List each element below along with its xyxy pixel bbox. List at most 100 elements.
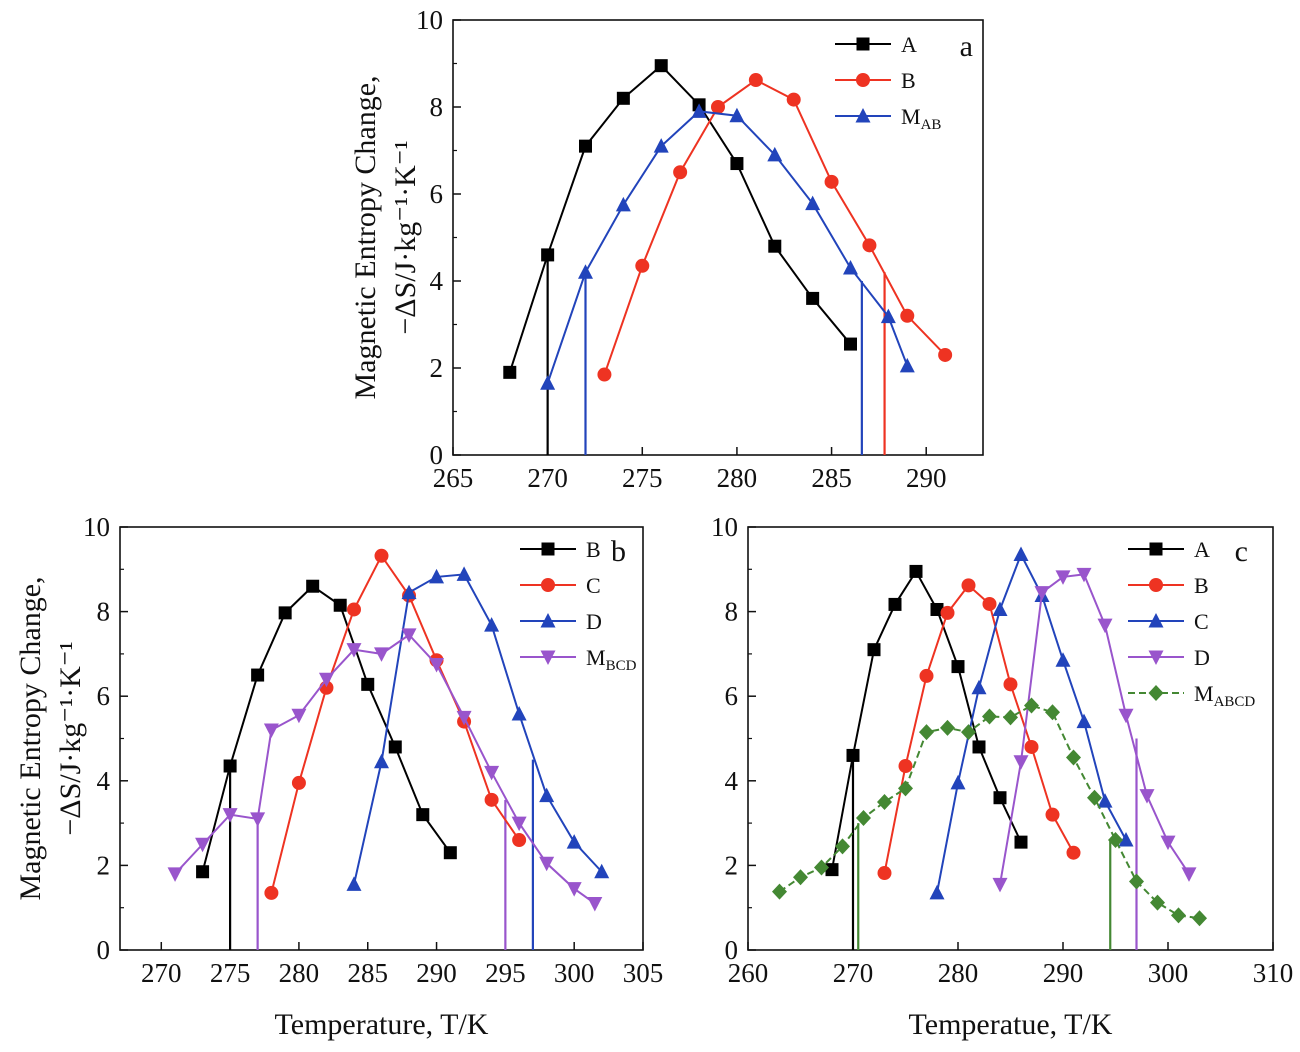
data-point — [806, 291, 820, 305]
legend-marker — [1149, 542, 1163, 556]
data-point — [814, 859, 829, 876]
series-B — [196, 579, 457, 879]
data-point — [346, 602, 361, 617]
data-point — [940, 605, 955, 620]
x-tick-label: 285 — [811, 463, 852, 493]
x-tick-label: 290 — [906, 463, 947, 493]
data-point — [950, 774, 966, 790]
data-point — [793, 869, 808, 886]
data-point — [1087, 789, 1102, 806]
data-point — [940, 719, 955, 736]
x-tick-label: 260 — [728, 958, 769, 988]
data-point — [1097, 793, 1113, 808]
legend-marker — [1148, 685, 1164, 701]
data-point — [443, 846, 457, 860]
y-tick-label: 4 — [725, 766, 739, 796]
legend-entry: B — [835, 68, 916, 93]
data-point — [1024, 739, 1039, 754]
data-point — [909, 564, 923, 578]
y-axis-title: Magnetic Entropy Change, — [349, 75, 382, 399]
data-point — [1013, 755, 1029, 770]
data-point — [578, 264, 593, 279]
series-line — [201, 584, 452, 872]
data-point — [587, 896, 603, 912]
data-point — [222, 808, 238, 823]
data-point — [900, 308, 915, 323]
x-tick-label: 295 — [485, 958, 526, 988]
data-point — [346, 876, 362, 891]
data-point — [961, 578, 976, 593]
data-point — [1150, 894, 1165, 911]
data-point — [196, 865, 210, 879]
data-point — [541, 248, 555, 262]
y-tick-label: 2 — [97, 850, 111, 880]
legend-label: MABCD — [1194, 681, 1255, 710]
panel-tag: c — [1235, 535, 1248, 568]
data-point — [401, 628, 417, 643]
data-point — [539, 787, 555, 803]
y-tick-label: 4 — [97, 766, 111, 796]
data-point — [1024, 697, 1039, 714]
series-C — [929, 546, 1134, 900]
series-line — [508, 64, 852, 373]
series-line — [778, 704, 1200, 920]
data-point — [484, 617, 500, 632]
y-tick-label: 6 — [725, 681, 739, 711]
data-point — [333, 598, 347, 612]
data-point — [1055, 652, 1071, 667]
data-point — [929, 884, 945, 900]
data-point — [930, 602, 944, 616]
data-point — [597, 367, 612, 382]
data-point — [566, 834, 582, 849]
data-point — [484, 765, 500, 781]
data-point — [456, 566, 472, 581]
legend-entry: C — [1128, 609, 1209, 634]
data-point — [1045, 704, 1060, 721]
data-point — [767, 146, 783, 162]
data-point — [374, 753, 389, 769]
data-point — [846, 748, 860, 762]
data-point — [938, 347, 953, 362]
data-point — [993, 791, 1007, 805]
x-tick-label: 275 — [210, 958, 251, 988]
legend-marker — [856, 73, 870, 87]
legend-entry: MAB — [835, 104, 941, 133]
data-point — [748, 73, 763, 88]
data-point — [503, 365, 517, 379]
x-tick-label: 270 — [833, 958, 874, 988]
x-tick-label: 280 — [279, 958, 320, 988]
legend-label: MBCD — [586, 645, 637, 674]
data-point — [844, 337, 857, 351]
legend-label: A — [901, 32, 917, 57]
x-tick-label: 290 — [1043, 958, 1084, 988]
data-point — [961, 724, 976, 741]
data-point — [540, 375, 556, 390]
data-point — [361, 677, 375, 691]
data-point — [856, 810, 871, 827]
legend-subscript: BCD — [606, 658, 637, 674]
legend-marker — [1148, 613, 1164, 628]
legend-marker — [540, 613, 556, 628]
panel-tag: a — [960, 30, 973, 63]
legend-entry: A — [1128, 537, 1210, 562]
x-axis-title: Temperatue, T/K — [909, 1008, 1113, 1041]
y-tick-label: 6 — [430, 179, 444, 209]
x-tick-label: 265 — [433, 463, 474, 493]
data-point — [306, 579, 320, 593]
data-point — [805, 195, 821, 211]
data-point — [1171, 907, 1186, 924]
panel-tag: b — [611, 535, 626, 568]
x-tick-label: 275 — [622, 463, 663, 493]
legend-entry: B — [520, 537, 601, 562]
data-point — [835, 838, 850, 855]
x-axis-title: Temperature, T/K — [275, 1008, 489, 1041]
data-point — [539, 856, 555, 872]
legend-label: D — [1194, 645, 1210, 670]
y-axis-title: Magnetic Entropy Change, — [14, 576, 47, 900]
data-point — [374, 548, 389, 563]
data-point — [1066, 749, 1081, 766]
data-point — [729, 107, 745, 123]
legend-label: B — [1194, 573, 1209, 598]
legend-entry: MABCD — [1128, 681, 1255, 710]
